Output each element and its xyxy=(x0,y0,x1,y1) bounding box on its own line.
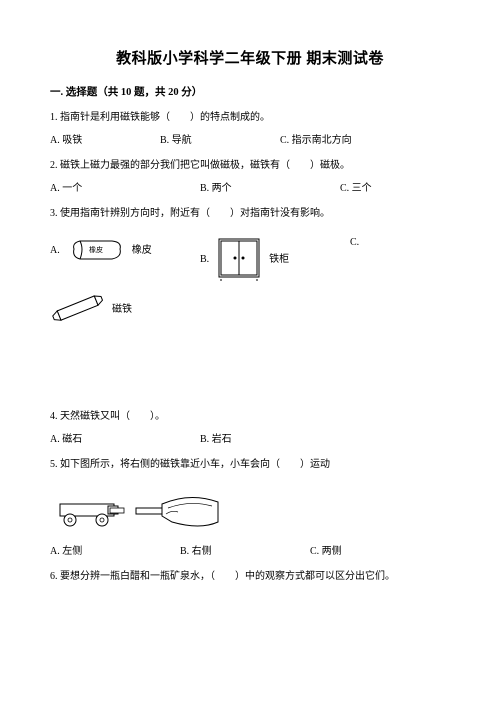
option-b: B. 两个 xyxy=(200,181,340,196)
option-c-block: C. xyxy=(350,235,359,250)
option-c: C. 指示南北方向 xyxy=(280,133,352,148)
question-text: 1. 指南针是利用磁铁能够（ ）的特点制成的。 xyxy=(50,110,450,125)
option-b: B. 导航 xyxy=(160,133,280,148)
question-text: 2. 磁铁上磁力最强的部分我们把它叫做磁极，磁铁有（ ）磁极。 xyxy=(50,158,450,173)
spacer xyxy=(50,339,450,409)
option-c: C. xyxy=(350,237,359,248)
question-text: 6. 要想分辨一瓶白醋和一瓶矿泉水，（ ）中的观察方式都可以区分出它们。 xyxy=(50,569,450,584)
question-text: 4. 天然磁铁又叫（ ）。 xyxy=(50,409,450,424)
option-b: B. 右侧 xyxy=(180,544,310,559)
option-b: B. 岩石 xyxy=(200,432,232,447)
options-row: A. 磁石 B. 岩石 xyxy=(50,432,450,447)
page: 教科版小学科学二年级下册 期末测试卷 一. 选择题（共 10 题，共 20 分）… xyxy=(0,0,500,707)
option-a-label: 橡皮 xyxy=(132,243,152,258)
option-c: C. 两侧 xyxy=(310,544,342,559)
question-4: 4. 天然磁铁又叫（ ）。 A. 磁石 B. 岩石 xyxy=(50,409,450,447)
cabinet-icon xyxy=(215,235,263,283)
option-c-label: 磁铁 xyxy=(112,302,132,317)
options-row: A. 吸铁 B. 导航 C. 指示南北方向 xyxy=(50,133,450,148)
eraser-icon: 橡皮 xyxy=(66,235,126,265)
question-5: 5. 如下图所示，将右侧的磁铁靠近小车，小车会向（ ）运动 A. 左侧 B. 右… xyxy=(50,457,450,559)
option-b-block: B. 铁柜 xyxy=(200,235,350,283)
question-3: 3. 使用指南针辨别方向时，附近有（ ）对指南针没有影响。 A. 橡皮 橡皮 B xyxy=(50,206,450,329)
question-text: 5. 如下图所示，将右侧的磁铁靠近小车，小车会向（ ）运动 xyxy=(50,457,450,472)
question-2: 2. 磁铁上磁力最强的部分我们把它叫做磁极，磁铁有（ ）磁极。 A. 一个 B.… xyxy=(50,158,450,196)
car-magnet-icon xyxy=(50,486,230,536)
question-text: 3. 使用指南针辨别方向时，附近有（ ）对指南针没有影响。 xyxy=(50,206,450,221)
section-heading: 一. 选择题（共 10 题，共 20 分） xyxy=(50,85,450,101)
option-a: A. 左侧 xyxy=(50,544,180,559)
options-row: A. 橡皮 橡皮 B. xyxy=(50,235,450,283)
svg-text:橡皮: 橡皮 xyxy=(89,245,103,254)
page-title: 教科版小学科学二年级下册 期末测试卷 xyxy=(50,48,450,71)
options-row: A. 左侧 B. 右侧 C. 两侧 xyxy=(50,544,450,559)
option-c-magnet: 磁铁 xyxy=(50,289,450,329)
option-a-block: A. 橡皮 橡皮 xyxy=(50,235,200,265)
question-1: 1. 指南针是利用磁铁能够（ ）的特点制成的。 A. 吸铁 B. 导航 C. 指… xyxy=(50,110,450,148)
option-c: C. 三个 xyxy=(340,181,372,196)
option-a: A. 磁石 xyxy=(50,432,200,447)
option-a: A. 一个 xyxy=(50,181,200,196)
option-b: B. xyxy=(200,252,209,267)
magnet-bar-icon xyxy=(50,289,106,329)
option-a: A. xyxy=(50,243,60,258)
question-6: 6. 要想分辨一瓶白醋和一瓶矿泉水，（ ）中的观察方式都可以区分出它们。 xyxy=(50,569,450,584)
options-row: A. 一个 B. 两个 C. 三个 xyxy=(50,181,450,196)
option-a: A. 吸铁 xyxy=(50,133,160,148)
option-b-label: 铁柜 xyxy=(269,252,289,267)
